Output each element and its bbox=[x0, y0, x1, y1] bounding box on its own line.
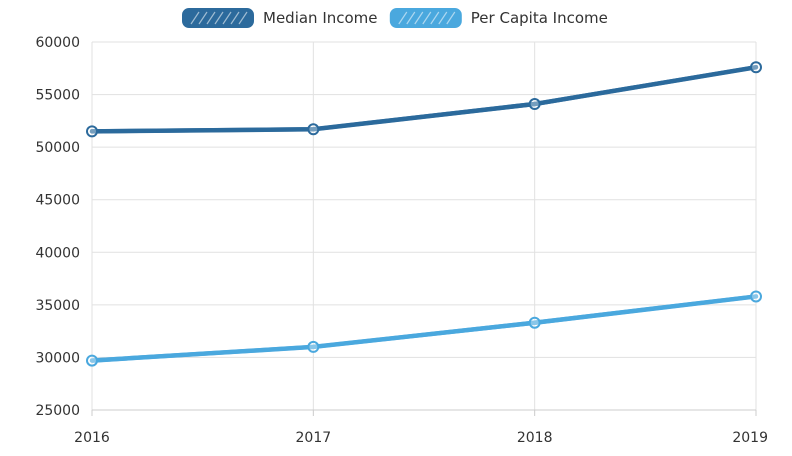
y-tick-label: 45000 bbox=[35, 193, 80, 209]
data-point[interactable] bbox=[307, 123, 320, 136]
x-tick-label: 2019 bbox=[732, 430, 768, 446]
legend-hatch bbox=[446, 11, 456, 25]
legend-hatch bbox=[398, 11, 408, 25]
x-tick-label: 2016 bbox=[74, 430, 110, 446]
series-median-income bbox=[86, 61, 762, 138]
legend-hatch bbox=[222, 11, 232, 25]
y-tick-label: 35000 bbox=[35, 298, 80, 314]
x-tick-label: 2017 bbox=[296, 430, 332, 446]
series-layer bbox=[86, 61, 762, 367]
axis-layer: 25000 30000 35000 40000 45000 50000 55000 60000… bbox=[35, 35, 768, 446]
series-line bbox=[89, 294, 759, 363]
legend-label: Per Capita Income bbox=[471, 9, 608, 27]
legend-label: Median Income bbox=[263, 9, 378, 27]
legend-hatch bbox=[190, 11, 200, 25]
legend-hatch bbox=[438, 11, 448, 25]
data-point[interactable] bbox=[86, 354, 98, 367]
series-line bbox=[90, 294, 758, 361]
y-tick-label: 60000 bbox=[35, 35, 80, 51]
data-point[interactable] bbox=[750, 61, 762, 74]
legend-hatch bbox=[406, 11, 416, 25]
y-tick-label: 55000 bbox=[35, 88, 80, 104]
legend-hatch bbox=[422, 11, 432, 25]
legend[interactable]: Median Income Per Capita Income bbox=[182, 8, 608, 28]
data-point[interactable] bbox=[307, 340, 320, 353]
y-tick-label: 50000 bbox=[35, 140, 80, 156]
legend-item[interactable]: Per Capita Income bbox=[389, 8, 608, 28]
series-line bbox=[91, 67, 757, 134]
legend-hatch bbox=[230, 11, 240, 25]
legend-item[interactable]: Median Income bbox=[182, 8, 378, 28]
legend-hatch bbox=[214, 11, 224, 25]
y-tick-label: 40000 bbox=[35, 245, 80, 261]
legend-hatch bbox=[238, 11, 248, 25]
data-point[interactable] bbox=[86, 125, 98, 138]
x-tick-label: 2018 bbox=[517, 430, 553, 446]
legend-hatch bbox=[198, 11, 208, 25]
data-point[interactable] bbox=[528, 98, 541, 111]
data-point[interactable] bbox=[750, 290, 762, 303]
series-line bbox=[91, 296, 757, 363]
legend-hatch bbox=[430, 11, 440, 25]
series-line bbox=[89, 64, 759, 134]
series-line bbox=[90, 65, 758, 132]
legend-hatch bbox=[206, 11, 216, 25]
y-tick-label: 25000 bbox=[35, 403, 80, 419]
series-per-capita-income bbox=[86, 290, 762, 367]
y-tick-label: 30000 bbox=[35, 350, 80, 366]
legend-hatch bbox=[414, 11, 424, 25]
data-point[interactable] bbox=[528, 316, 541, 329]
